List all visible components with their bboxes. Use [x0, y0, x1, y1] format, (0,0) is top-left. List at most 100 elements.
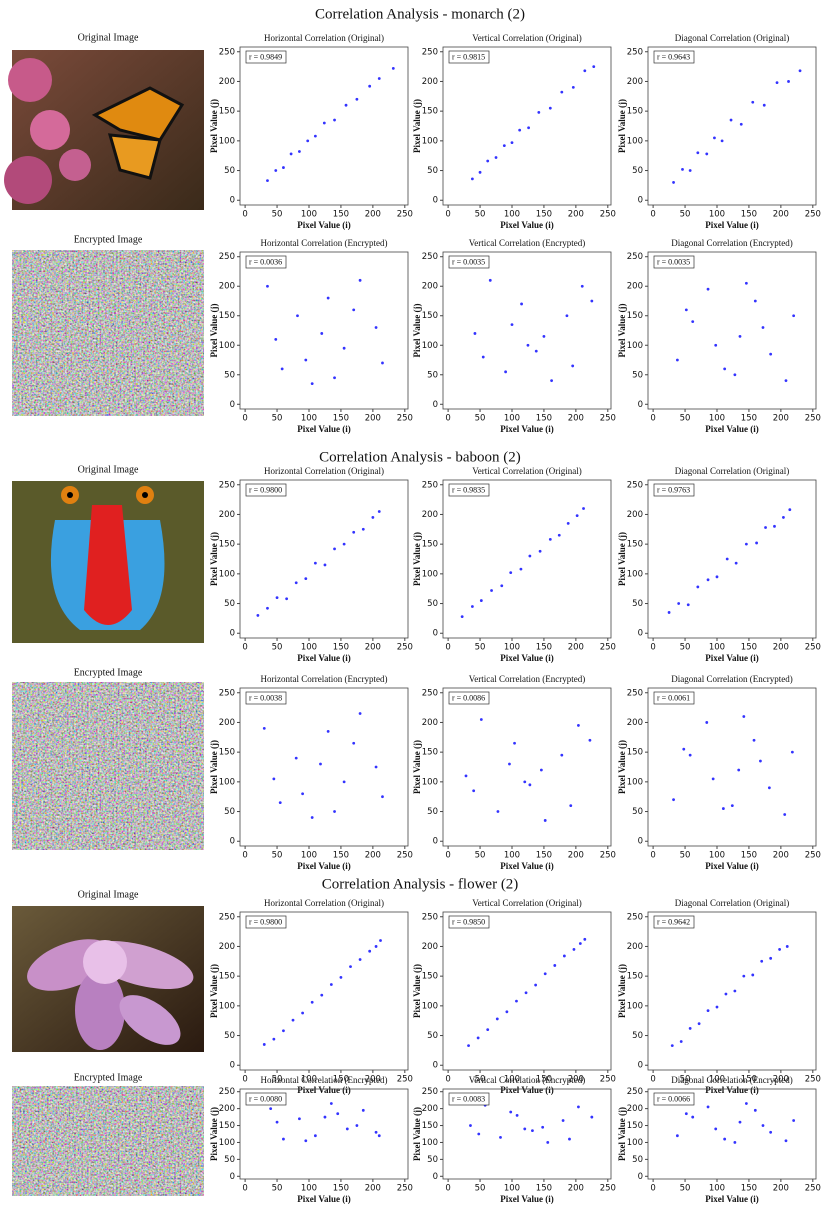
x-tick-label: 50: [272, 1075, 283, 1085]
point: [578, 942, 582, 945]
x-tick-label: 50: [475, 643, 486, 653]
annotation-box: [245, 50, 287, 64]
annotation: r = 0.9800: [249, 485, 282, 494]
point: [733, 989, 737, 993]
y-tick-label: 50: [632, 370, 643, 380]
y-tick-label: 250: [627, 688, 643, 698]
x-tick-label: 100: [301, 414, 317, 424]
annotation: r = 0.0036: [249, 257, 282, 266]
x-tick-label: 0: [445, 210, 450, 220]
y-tick-label: 0: [433, 400, 438, 410]
y-tick-label: 0: [433, 1172, 438, 1182]
point: [696, 585, 700, 589]
x-tick-label: 200: [773, 851, 789, 861]
point: [282, 166, 285, 169]
annotation-box: [448, 1092, 490, 1106]
point: [333, 547, 336, 551]
point: [723, 1137, 727, 1141]
point: [541, 1125, 545, 1129]
point: [670, 1044, 674, 1048]
plot-frame: [647, 251, 817, 410]
y-axis-label: Pixel Value (j): [209, 532, 219, 586]
x-tick-label: 200: [773, 414, 789, 424]
y-tick-label: 0: [433, 196, 438, 206]
annotation-box: [448, 915, 490, 929]
point: [301, 1011, 305, 1015]
x-tick-label: 150: [536, 414, 552, 424]
point: [543, 819, 547, 822]
y-tick-label: 200: [219, 718, 235, 728]
y-tick-label: 150: [219, 107, 235, 117]
y-tick-label: 200: [627, 510, 643, 520]
x-axis-label: Pixel Value (i): [705, 653, 759, 663]
point: [342, 346, 346, 350]
x-tick-label: 0: [242, 210, 247, 220]
y-tick-label: 50: [632, 1031, 643, 1041]
point: [575, 514, 579, 518]
chart-title: Diagonal Correlation (Original): [675, 898, 789, 908]
point: [688, 169, 692, 172]
y-tick-label: 50: [224, 1031, 235, 1041]
x-tick-label: 150: [333, 210, 349, 220]
point: [272, 1037, 276, 1041]
point: [322, 121, 326, 125]
point: [342, 780, 346, 784]
y-tick-label: 0: [230, 837, 235, 847]
x-tick-label: 200: [365, 414, 381, 424]
x-tick-label: 50: [680, 414, 691, 424]
x-tick-label: 250: [397, 1075, 413, 1085]
annotation-box: [653, 50, 695, 64]
point: [761, 326, 765, 329]
x-tick-label: 100: [301, 210, 317, 220]
point: [374, 1130, 378, 1134]
y-tick-label: 50: [427, 1155, 438, 1165]
y-tick-label: 200: [219, 77, 235, 87]
plot-frame: [442, 46, 612, 206]
plot-frame: [239, 46, 409, 206]
y-tick-label: 100: [422, 341, 438, 351]
point: [684, 308, 688, 312]
y-tick-label: 100: [627, 1138, 643, 1148]
point: [788, 508, 792, 512]
point: [310, 816, 314, 819]
point: [682, 747, 686, 751]
chart-title: Horizontal Correlation (Original): [264, 33, 384, 43]
point: [524, 991, 528, 995]
y-tick-label: 0: [638, 1172, 643, 1182]
point: [697, 1022, 701, 1026]
point: [783, 813, 787, 816]
point: [526, 343, 530, 347]
point: [672, 798, 675, 802]
annotation: r = 0.9815: [452, 52, 485, 61]
y-tick-label: 50: [224, 1155, 235, 1165]
point: [590, 299, 594, 303]
image-label: Original Image: [78, 889, 139, 900]
y-tick-label: 50: [224, 599, 235, 609]
point: [304, 577, 308, 581]
point: [792, 314, 796, 318]
point: [721, 807, 725, 810]
annotation: r = 0.9800: [249, 917, 282, 926]
x-tick-label: 0: [445, 643, 450, 653]
chart-title: Horizontal Correlation (Original): [264, 466, 384, 476]
point: [696, 151, 700, 155]
point: [523, 780, 527, 784]
point: [742, 715, 746, 718]
point: [751, 100, 755, 104]
y-tick-label: 250: [627, 252, 643, 262]
point: [342, 542, 346, 546]
point: [269, 1107, 273, 1111]
x-tick-label: 100: [301, 1075, 317, 1085]
x-tick-label: 150: [333, 1075, 349, 1085]
point: [333, 118, 336, 122]
y-axis-label: Pixel Value (j): [209, 740, 219, 794]
y-tick-label: 0: [433, 837, 438, 847]
x-tick-label: 0: [650, 643, 655, 653]
y-tick-label: 50: [427, 166, 438, 176]
x-tick-label: 200: [568, 643, 584, 653]
y-tick-label: 50: [427, 599, 438, 609]
point: [706, 287, 710, 291]
point: [479, 718, 483, 721]
y-tick-label: 200: [627, 718, 643, 728]
y-axis-label: Pixel Value (j): [209, 1107, 219, 1161]
